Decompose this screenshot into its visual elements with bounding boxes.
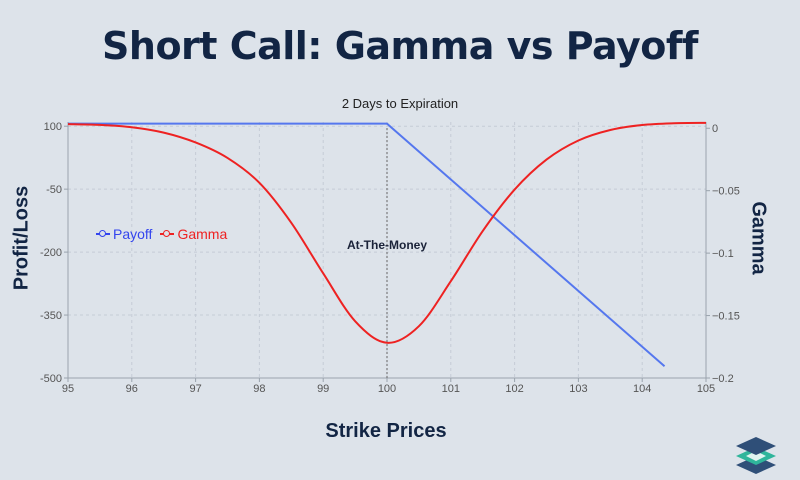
y-left-tick-label: -350 — [40, 310, 62, 322]
y-right-tick-label: −0.15 — [712, 311, 740, 323]
x-tick-label: 100 — [378, 383, 396, 395]
x-tick-label: 101 — [442, 383, 460, 395]
x-ticks: 95 96 97 98 99 100 101 102 103 104 105 — [62, 378, 715, 395]
x-tick-label: 105 — [697, 383, 715, 395]
x-tick-label: 102 — [505, 383, 523, 395]
x-tick-label: 104 — [633, 383, 651, 395]
x-tick-label: 103 — [569, 383, 587, 395]
y-left-tick-label: -50 — [46, 184, 62, 196]
y-left-tick-label: -200 — [40, 247, 62, 259]
y-right-tick-label: −0.05 — [712, 186, 740, 198]
chart-subtitle: 2 Days to Expiration — [341, 96, 459, 111]
y-left-ticks: 100 -50 -200 -350 -500 — [40, 121, 68, 385]
y-left-tick-label: 100 — [44, 121, 62, 133]
legend-item-payoff[interactable]: Payoff — [96, 226, 152, 242]
legend: Payoff Gamma — [96, 226, 227, 242]
series-line-payoff — [68, 122, 666, 368]
y-axis-left-label: Profit/Loss — [10, 185, 33, 291]
legend-label-gamma: Gamma — [177, 226, 228, 242]
x-tick-label: 96 — [126, 383, 138, 395]
x-axis-label: Strike Prices — [325, 420, 447, 442]
y-left-tick-label: -500 — [40, 373, 62, 385]
y-axis-right-label: Gamma — [747, 201, 770, 275]
y-right-tick-label: −0.1 — [712, 248, 734, 260]
legend-marker-payoff — [96, 229, 110, 239]
series-group — [67, 121, 707, 368]
legend-marker-gamma — [160, 229, 175, 239]
x-tick-label: 99 — [317, 383, 329, 395]
series-line-gamma — [67, 121, 707, 344]
atm-annotation-label: At-The-Money — [347, 238, 427, 252]
chart-title: Short Call: Gamma vs Payoff — [102, 24, 698, 68]
y-right-tick-label: −0.2 — [712, 373, 734, 385]
x-tick-label: 95 — [62, 383, 74, 395]
y-right-ticks: 0 −0.05 −0.1 −0.15 −0.2 — [706, 123, 740, 385]
x-tick-label: 97 — [189, 383, 201, 395]
stacked-layers-logo-icon — [736, 437, 776, 474]
annotation-group: At-The-Money — [347, 128, 427, 378]
legend-label-payoff: Payoff — [113, 226, 153, 242]
x-tick-label: 98 — [253, 383, 265, 395]
y-right-tick-label: 0 — [712, 123, 718, 135]
legend-item-gamma[interactable]: Gamma — [160, 226, 227, 242]
